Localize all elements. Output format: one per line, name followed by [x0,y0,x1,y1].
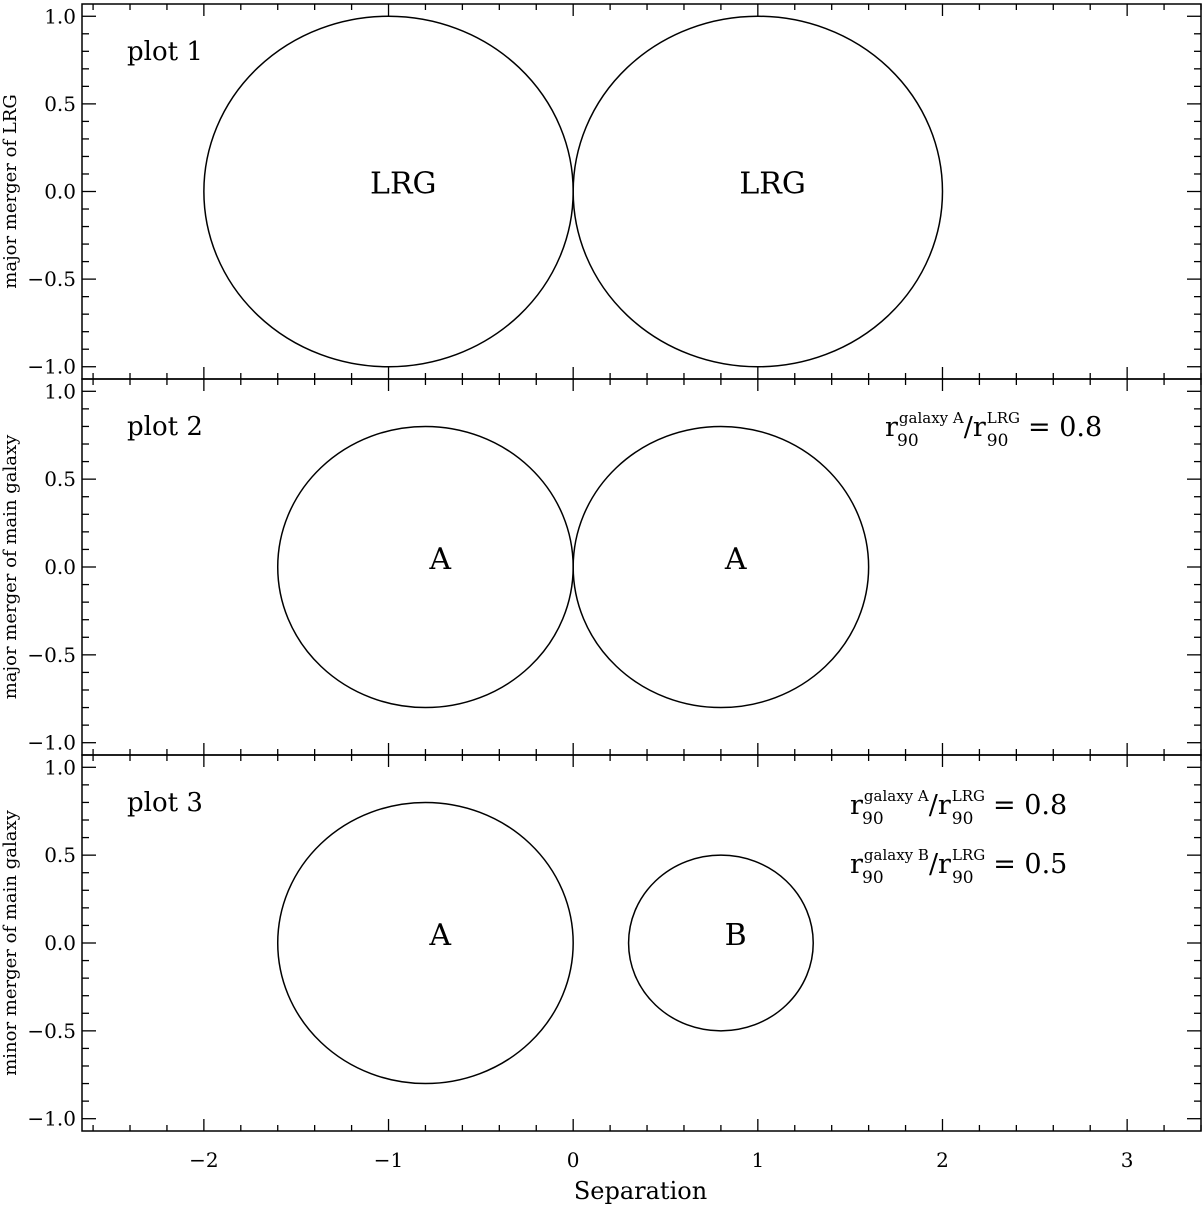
y-tick-label: 1.0 [44,755,76,779]
ratio-sub: 90 [862,809,884,829]
galaxy-label: A [428,918,451,953]
ratio-sub: 90 [987,431,1009,451]
ratio-annotation: rgalaxy A/rLRG = 0.8 [885,409,1102,443]
y-axis-label: major merger of LRG [0,94,21,288]
ratio-sub: 90 [952,809,974,829]
y-tick-label: −0.5 [27,267,76,291]
x-tick-label: 0 [567,1148,580,1172]
y-tick-label: −0.5 [27,643,76,667]
y-tick-label: 0.5 [44,92,76,116]
x-tick-label: −2 [189,1148,218,1172]
galaxy-circle [276,801,574,1085]
x-axis-label: Separation [574,1177,707,1205]
galaxy-label: LRG [739,167,805,202]
x-tick-label: 2 [936,1148,949,1172]
galaxy-circle [276,425,574,709]
panel-plot2: 1.0 0.5 0.0 −0.5 −1.0 major merger of main ga… [0,378,1202,756]
galaxy-circle [572,425,870,709]
x-axis: −2 −1 0 1 2 3 Separation [189,1148,1133,1205]
x-tick-label: 3 [1121,1148,1134,1172]
plot-title-label: plot 2 [127,412,203,442]
panel-plot3: 1.0 0.5 0.0 −0.5 −1.0 minor merger of main ga… [0,754,1202,1132]
y-tick-label: −1.0 [27,1107,76,1131]
panel-frame [81,3,1202,380]
y-tick-label: −1.0 [27,355,76,379]
galaxy-circle [572,15,944,368]
x-tick-label: 1 [751,1148,764,1172]
y-tick-label: 0.0 [44,555,76,579]
panels-group: 1.0 0.5 0.0 −0.5 −1.0 major merger of LRG plot… [0,3,1202,1132]
plot-title-label: plot 1 [127,37,203,67]
ratio-sub: 90 [897,431,919,451]
galaxy-label: A [724,542,747,577]
galaxy-label: B [725,918,747,953]
ratio-sub: 90 [952,868,974,888]
galaxy-label: LRG [370,167,436,202]
y-tick-label: 1.0 [44,4,76,28]
y-tick-label: 0.0 [44,180,76,204]
y-tick-label: −1.0 [27,731,76,755]
y-tick-label: 0.5 [44,467,76,491]
y-axis-label: minor merger of main galaxy [0,809,21,1075]
y-tick-label: −0.5 [27,1019,76,1043]
y-tick-label: 0.0 [44,931,76,955]
panel-plot1: 1.0 0.5 0.0 −0.5 −1.0 major merger of LRG plot… [0,3,1202,380]
x-tick-label: −1 [374,1148,403,1172]
plot-title-label: plot 3 [127,788,203,818]
galaxy-label: A [428,542,451,577]
galaxy-circle [627,854,814,1032]
ratio-annotation: rgalaxy A/rLRG = 0.8 [850,787,1067,821]
ratio-sub: 90 [862,868,884,888]
y-axis-label: major merger of main galaxy [0,434,21,699]
ratio-annotation: rgalaxy B/rLRG = 0.5 [850,846,1067,880]
y-tick-label: 1.0 [44,379,76,403]
y-tick-label: 0.5 [44,843,76,867]
